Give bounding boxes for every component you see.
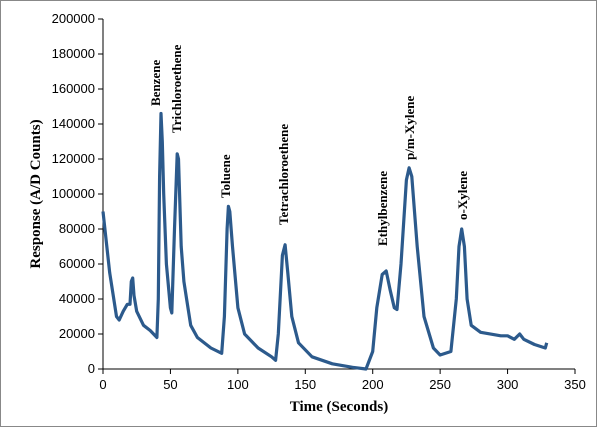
y-tick-label: 160000	[52, 81, 95, 96]
peak-label: Trichloroethene	[169, 44, 184, 133]
peak-label: Ethylbenzene	[375, 171, 390, 246]
x-tick-label: 250	[429, 377, 451, 392]
y-tick-label: 200000	[52, 11, 95, 26]
peak-label: Benzene	[148, 60, 163, 106]
y-tick-label: 80000	[59, 221, 95, 236]
y-tick-label: 60000	[59, 256, 95, 271]
peak-label: Tetrachloroethene	[276, 124, 291, 225]
x-tick-label: 150	[294, 377, 316, 392]
x-tick-label: 350	[564, 377, 586, 392]
y-tick-label: 20000	[59, 326, 95, 341]
y-tick-label: 140000	[52, 116, 95, 131]
trace	[101, 111, 549, 371]
x-tick-label: 100	[227, 377, 249, 392]
x-axis-title: Time (Seconds)	[290, 399, 388, 415]
peak-label: p/m-Xylene	[402, 96, 417, 161]
x-tick-label: 200	[362, 377, 384, 392]
peak-label: o-Xylene	[455, 171, 470, 220]
x-tick-label: 300	[497, 377, 519, 392]
peak-label: Toluene	[218, 154, 233, 198]
y-axis-title: Response (A/D Counts)	[28, 119, 44, 268]
y-tick-label: 40000	[59, 291, 95, 306]
x-tick-label: 50	[163, 377, 177, 392]
y-tick-label: 120000	[52, 151, 95, 166]
y-tick-label: 0	[88, 361, 95, 376]
y-tick-label: 100000	[52, 186, 95, 201]
y-tick-label: 180000	[52, 46, 95, 61]
x-tick-label: 0	[99, 377, 106, 392]
